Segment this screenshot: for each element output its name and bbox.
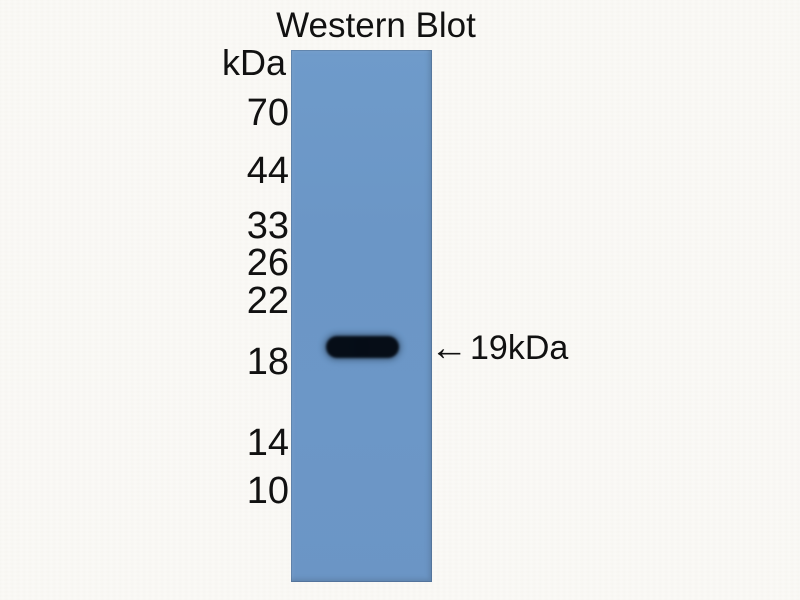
- band-annotation: ← 19kDa: [430, 328, 568, 368]
- figure-title: Western Blot: [276, 6, 476, 45]
- marker-22: 22: [246, 280, 289, 322]
- band-annotation-label: 19kDa: [470, 329, 569, 367]
- marker-26: 26: [246, 242, 289, 284]
- marker-18: 18: [246, 341, 289, 383]
- protein-band: [326, 336, 399, 358]
- marker-33: 33: [246, 205, 289, 247]
- kda-unit-label: kDa: [221, 42, 286, 83]
- marker-70: 70: [246, 92, 289, 134]
- marker-10: 10: [246, 470, 289, 512]
- marker-14: 14: [246, 422, 289, 464]
- blot-lane: [291, 50, 432, 582]
- marker-44: 44: [246, 150, 289, 192]
- left-arrow-icon: ←: [430, 327, 468, 369]
